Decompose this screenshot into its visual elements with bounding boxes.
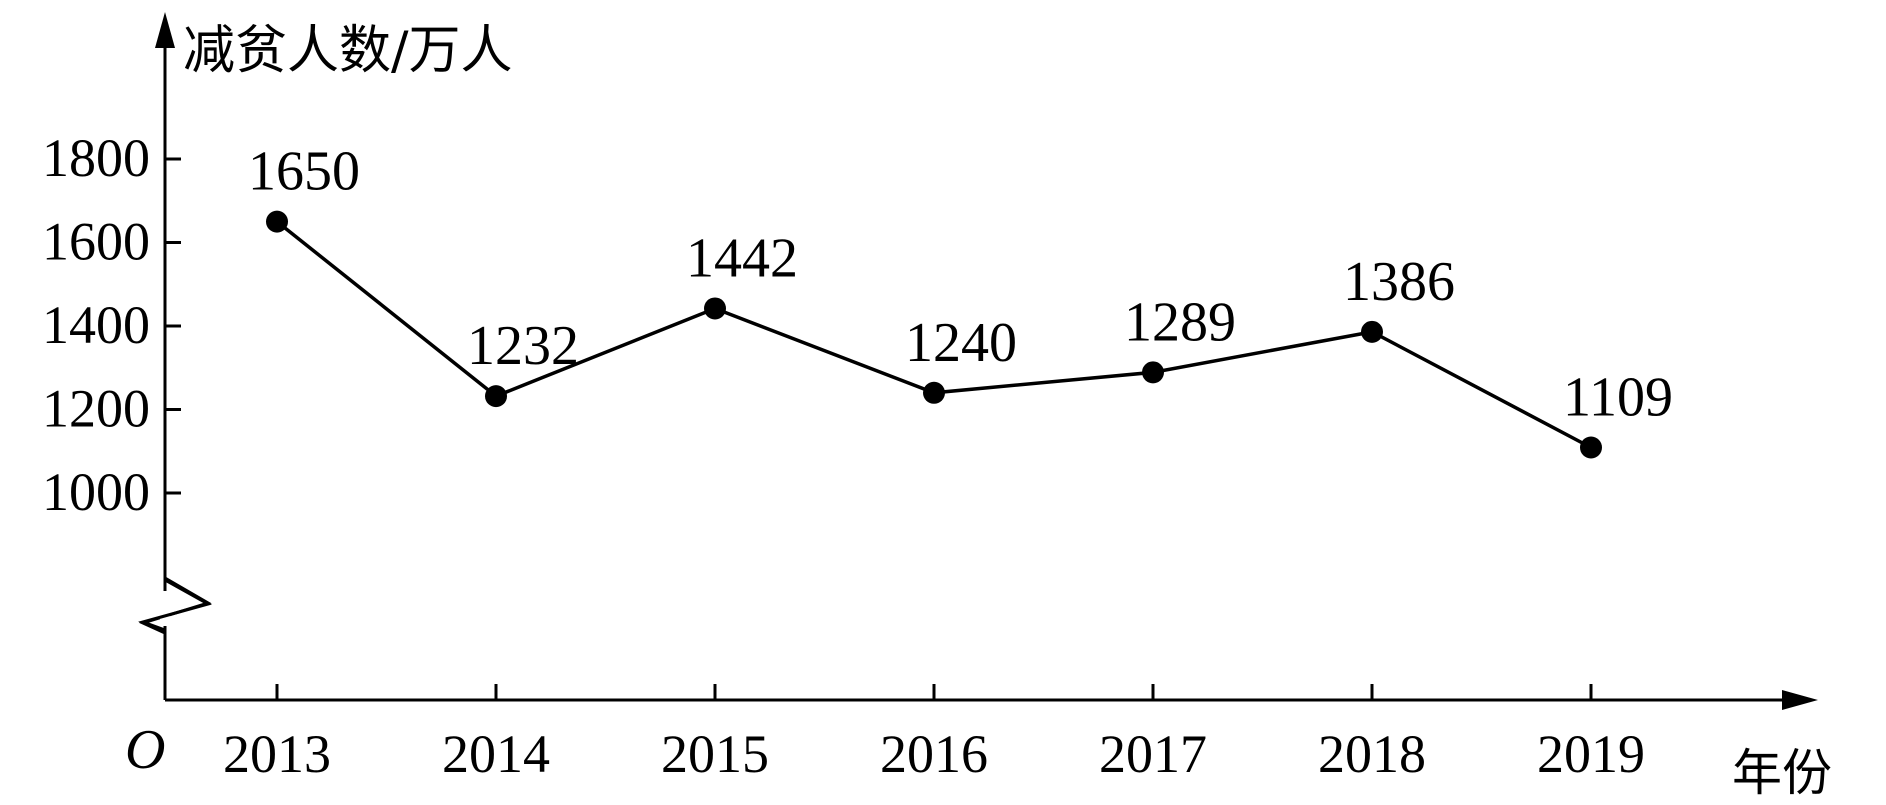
data-point [923, 382, 945, 404]
x-tick-label: 2016 [880, 724, 988, 784]
x-tick-label: 2013 [223, 724, 331, 784]
data-point [1361, 321, 1383, 343]
y-axis-title: 减贫人数/万人 [183, 21, 513, 81]
data-label: 1232 [467, 315, 579, 377]
y-tick-label: 1600 [42, 212, 150, 272]
data-label: 1109 [1563, 366, 1673, 428]
y-tick-label: 1000 [42, 462, 150, 522]
data-label: 1442 [686, 227, 798, 289]
data-label: 1289 [1124, 291, 1236, 353]
data-point [1142, 361, 1164, 383]
data-point [266, 211, 288, 233]
axis-break-gap [160, 591, 170, 626]
data-label: 1240 [905, 312, 1017, 374]
data-point [704, 297, 726, 319]
x-tick-label: 2014 [442, 724, 550, 784]
x-tick-label: 2017 [1099, 724, 1207, 784]
y-tick-label: 1400 [42, 295, 150, 355]
y-tick-label: 1200 [42, 379, 150, 439]
data-label: 1386 [1343, 251, 1455, 313]
y-tick-label: 1800 [42, 128, 150, 188]
y-ticks: 1000 1200 1400 1600 1800 [42, 128, 181, 522]
data-labels: 1650 1232 1442 1240 1289 1386 1109 [248, 141, 1673, 429]
x-axis-arrow [1782, 690, 1818, 710]
origin-label: O [125, 719, 165, 781]
y-axis-arrow [155, 12, 175, 48]
data-label: 1650 [248, 141, 360, 203]
data-point [485, 385, 507, 407]
x-axis-title: 年份 [1732, 744, 1832, 802]
x-tick-label: 2018 [1318, 724, 1426, 784]
x-tick-label: 2019 [1537, 724, 1645, 784]
data-point [1580, 436, 1602, 458]
x-tick-label: 2015 [661, 724, 769, 784]
